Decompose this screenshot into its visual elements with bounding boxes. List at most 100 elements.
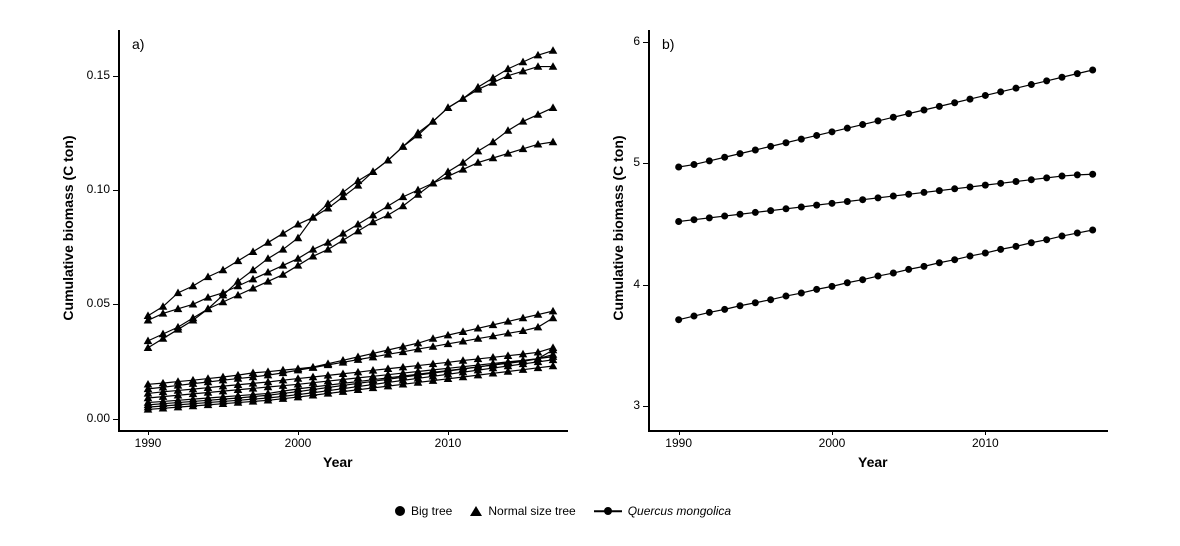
legend-item: Quercus mongolica	[594, 504, 731, 518]
circle-marker	[936, 187, 943, 194]
legend-label: Normal size tree	[488, 504, 575, 518]
triangle-marker	[264, 238, 273, 246]
triangle-marker	[369, 167, 378, 175]
triangle-marker	[249, 275, 258, 283]
y-tick-label: 4	[633, 277, 640, 291]
y-tick	[643, 285, 648, 286]
circle-marker	[967, 183, 974, 190]
circle-marker	[951, 99, 958, 106]
triangle-marker	[279, 270, 288, 278]
triangle-marker	[549, 314, 558, 322]
triangle-marker	[204, 273, 213, 281]
circle-marker	[783, 293, 790, 300]
circle-marker	[1028, 176, 1035, 183]
triangle-marker	[549, 103, 558, 111]
circle-marker	[1059, 233, 1066, 240]
x-tick-label: 2000	[278, 436, 318, 450]
circle-marker	[859, 121, 866, 128]
panel-a-plot-area	[118, 30, 568, 430]
triangle-marker	[159, 330, 168, 338]
triangle-marker	[279, 245, 288, 253]
circle-marker	[951, 256, 958, 263]
panel-b-x-axis-line	[648, 430, 1108, 432]
circle-marker	[721, 154, 728, 161]
triangle-marker	[294, 261, 303, 269]
triangle-marker	[279, 229, 288, 237]
panel-a-y-axis-line	[118, 30, 120, 430]
triangle-marker	[144, 337, 153, 345]
circle-marker	[1059, 173, 1066, 180]
triangle-icon	[470, 506, 482, 516]
x-tick-label: 2010	[428, 436, 468, 450]
triangle-marker	[324, 238, 333, 246]
circle-marker	[813, 132, 820, 139]
circle-marker	[721, 306, 728, 313]
circle-marker	[752, 147, 759, 154]
circle-marker	[798, 136, 805, 143]
circle-marker	[921, 189, 928, 196]
panel-a: a) Year Cumulative biomass (C ton) 19902…	[58, 20, 578, 460]
triangle-marker	[459, 165, 468, 173]
circle-marker	[967, 96, 974, 103]
circle-marker	[783, 139, 790, 146]
triangle-marker	[264, 254, 273, 262]
panel-a-x-axis-line	[118, 430, 568, 432]
circle-marker	[890, 193, 897, 200]
circle-marker	[1074, 230, 1081, 237]
panel-b-label: b)	[662, 36, 674, 52]
y-tick-label: 0.10	[87, 182, 110, 196]
panel-a-svg	[118, 30, 568, 430]
triangle-marker	[219, 298, 228, 306]
circle-marker	[1074, 70, 1081, 77]
circle-marker	[905, 110, 912, 117]
triangle-marker	[444, 103, 453, 111]
circle-marker	[767, 207, 774, 214]
circle-marker	[767, 296, 774, 303]
y-tick	[113, 76, 118, 77]
circle-marker	[951, 185, 958, 192]
triangle-marker	[549, 46, 558, 54]
x-tick	[985, 430, 986, 435]
circle-marker	[1089, 171, 1096, 178]
series-line	[148, 142, 553, 320]
triangle-marker	[549, 307, 558, 315]
panel-b-y-axis-title: Cumulative biomass (C ton)	[610, 128, 626, 328]
circle-marker	[813, 286, 820, 293]
triangle-marker	[354, 177, 363, 185]
circle-marker	[936, 103, 943, 110]
panel-b-y-axis-line	[648, 30, 650, 430]
circle-marker	[798, 290, 805, 297]
triangle-marker	[384, 211, 393, 219]
triangle-marker	[219, 266, 228, 274]
triangle-marker	[339, 188, 348, 196]
circle-marker	[1013, 243, 1020, 250]
y-tick-label: 0.00	[87, 411, 110, 425]
figure-root: a) Year Cumulative biomass (C ton) 19902…	[0, 0, 1180, 546]
legend-label: Big tree	[411, 504, 452, 518]
y-tick-label: 5	[633, 155, 640, 169]
circle-marker	[875, 117, 882, 124]
circle-marker	[1043, 236, 1050, 243]
circle-marker	[844, 198, 851, 205]
triangle-marker	[264, 277, 273, 285]
circle-marker	[1074, 171, 1081, 178]
circle-marker	[890, 270, 897, 277]
x-tick-label: 2010	[965, 436, 1005, 450]
circle-marker	[997, 246, 1004, 253]
triangle-marker	[504, 126, 513, 134]
triangle-marker	[519, 58, 528, 66]
panel-a-label: a)	[132, 36, 144, 52]
circle-marker	[1059, 74, 1066, 81]
triangle-marker	[339, 236, 348, 244]
y-tick-label: 0.15	[87, 68, 110, 82]
panel-a-x-axis-title: Year	[323, 454, 353, 470]
triangle-marker	[234, 257, 243, 265]
circle-marker	[706, 214, 713, 221]
circle-marker	[829, 128, 836, 135]
series-line	[148, 67, 553, 348]
circle-marker	[1043, 174, 1050, 181]
triangle-marker	[459, 94, 468, 102]
circle-icon	[395, 506, 405, 516]
triangle-marker	[489, 138, 498, 146]
triangle-marker	[414, 186, 423, 194]
